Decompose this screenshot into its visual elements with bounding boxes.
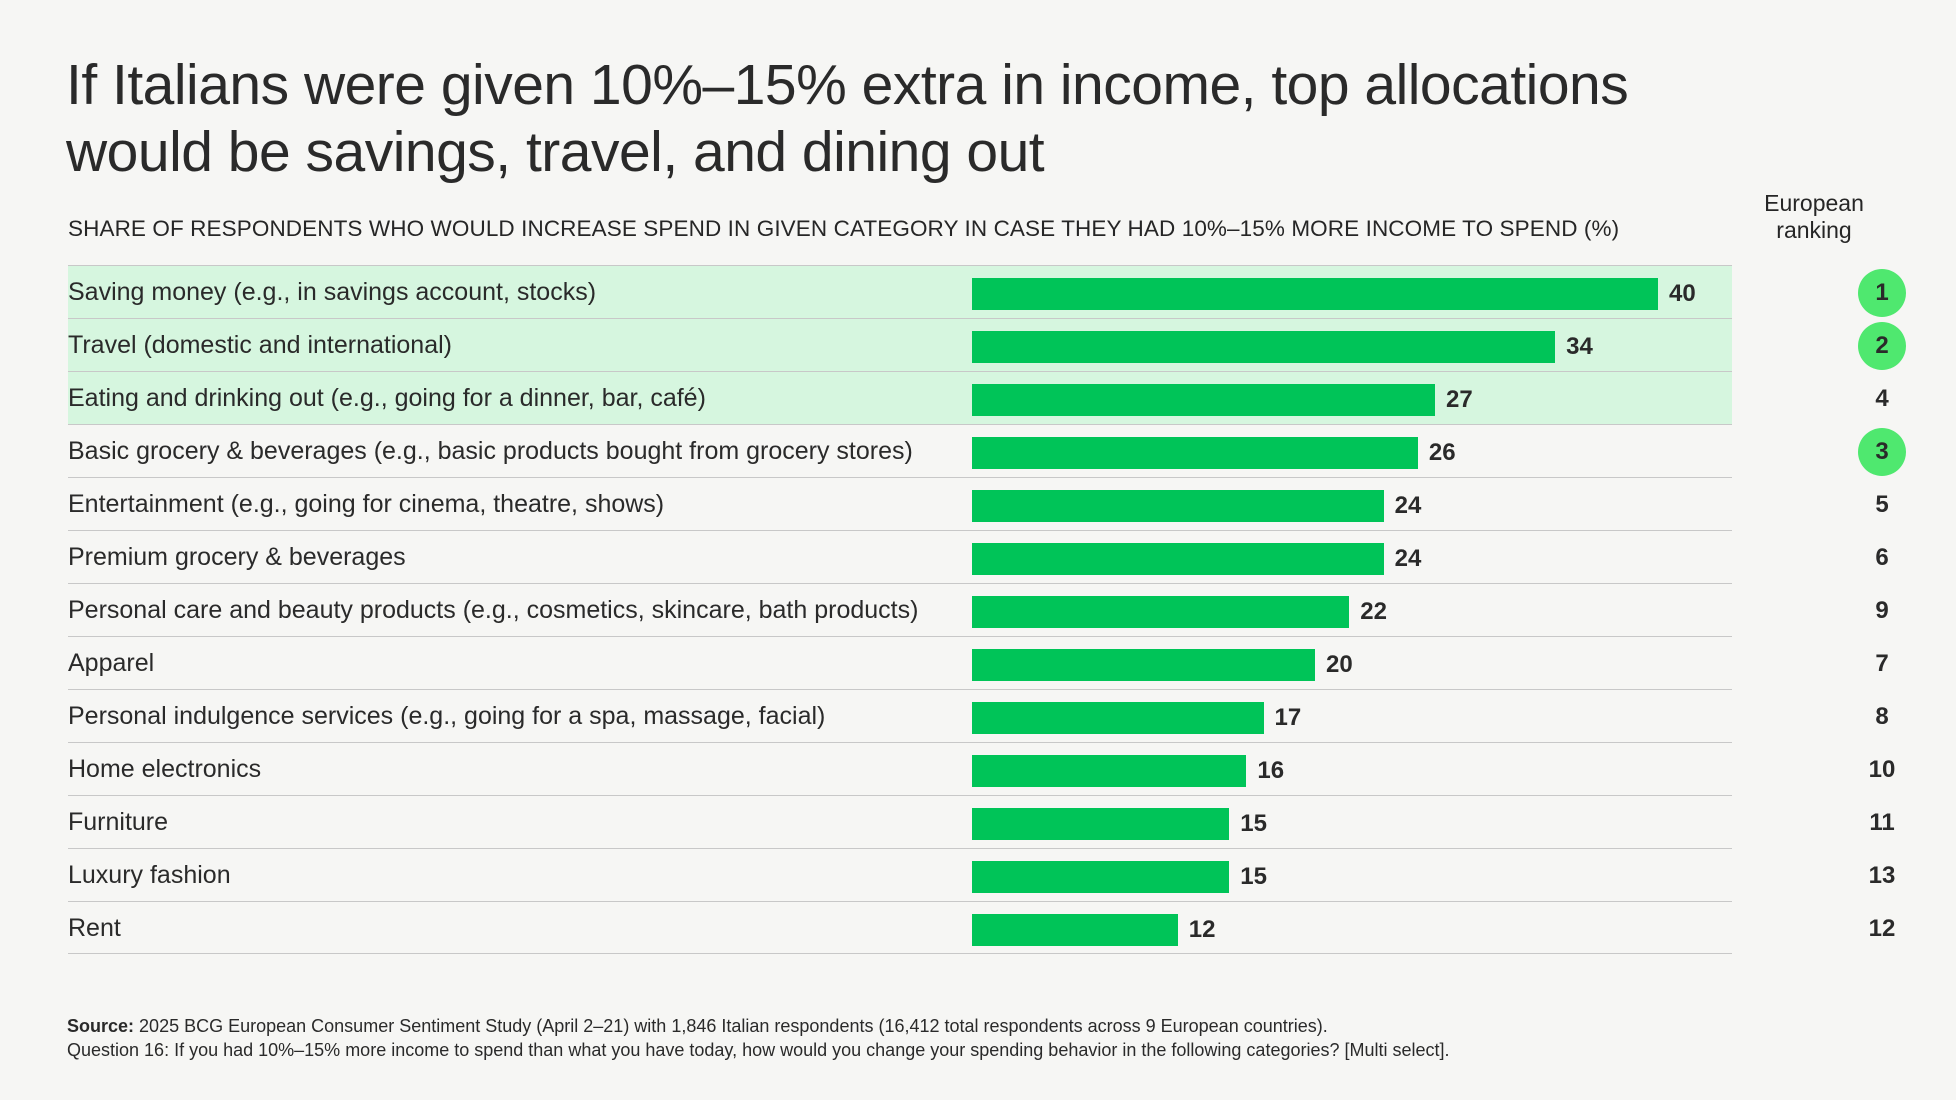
chart-subtitle: SHARE OF RESPONDENTS WHO WOULD INCREASE … xyxy=(68,216,1620,241)
bar-value-label: 40 xyxy=(1669,280,1696,307)
european-rank: 9 xyxy=(1814,584,1950,637)
category-label: Luxury fashion xyxy=(68,861,231,889)
category-label: Entertainment (e.g., going for cinema, t… xyxy=(68,490,665,518)
chart-row: Apparel 20 7 xyxy=(68,636,1889,689)
bar-value-label: 34 xyxy=(1566,333,1593,360)
question-note: Question 16: If you had 10%–15% more inc… xyxy=(67,1040,1450,1060)
european-ranking-header: European ranking xyxy=(1764,190,1864,243)
category-label: Personal care and beauty products (e.g.,… xyxy=(68,596,919,624)
bar-value-label: 12 xyxy=(1188,916,1216,943)
source-text: 2025 BCG European Consumer Sentiment Stu… xyxy=(139,1016,1328,1036)
european-rank-value: 12 xyxy=(1868,914,1896,942)
european-rank-value: 7 xyxy=(1875,649,1889,677)
european-rank: 4 xyxy=(1814,372,1950,425)
chart-row: Travel (domestic and international) 34 2 xyxy=(68,318,1906,371)
source-note: Source: 2025 BCG European Consumer Senti… xyxy=(67,1014,1450,1038)
bar xyxy=(972,596,1350,628)
european-rank-value: 10 xyxy=(1868,755,1896,783)
bar xyxy=(972,331,1556,363)
bar-value-label: 16 xyxy=(1257,757,1285,784)
category-label: Travel (domestic and international) xyxy=(68,331,452,359)
european-rank: 6 xyxy=(1814,531,1950,584)
chart-row: Furniture 15 11 xyxy=(68,795,1895,848)
bar-value-label: 15 xyxy=(1240,810,1267,837)
bar-chart: Saving money (e.g., in savings account, … xyxy=(68,265,1906,954)
bar xyxy=(972,543,1384,575)
category-label: Apparel xyxy=(68,649,155,677)
bar xyxy=(972,649,1315,681)
european-rank: 3 xyxy=(1814,425,1950,478)
european-rank: 8 xyxy=(1814,690,1950,743)
european-rank-value: 11 xyxy=(1869,808,1895,836)
european-rank: 11 xyxy=(1814,796,1950,849)
category-label: Rent xyxy=(68,914,121,942)
bar xyxy=(972,861,1230,893)
category-label: Personal indulgence services (e.g., goin… xyxy=(68,702,826,730)
chart-row: Personal care and beauty products (e.g.,… xyxy=(68,583,1889,636)
chart-row: Basic grocery & beverages (e.g., basic p… xyxy=(68,424,1906,477)
bar xyxy=(972,914,1178,946)
category-label: Furniture xyxy=(68,808,169,836)
bar-value-label: 22 xyxy=(1360,598,1387,625)
european-rank-value: 3 xyxy=(1858,427,1906,476)
european-rank: 12 xyxy=(1814,902,1950,955)
chart-row: Rent 12 12 xyxy=(68,901,1895,954)
bar-value-label: 24 xyxy=(1394,492,1422,519)
bar-value-label: 20 xyxy=(1326,651,1353,678)
european-rank-value: 13 xyxy=(1868,861,1896,889)
bar-value-label: 26 xyxy=(1428,439,1456,466)
european-rank-value: 9 xyxy=(1875,596,1889,624)
chart-row: Personal indulgence services (e.g., goin… xyxy=(68,689,1889,742)
european-rank-value: 5 xyxy=(1875,490,1889,518)
european-rank: 2 xyxy=(1814,319,1950,372)
chart-title: If Italians were given 10%–15% extra in … xyxy=(66,53,1629,184)
chart-row: Home electronics 16 10 xyxy=(68,742,1895,795)
bar-value-label: 15 xyxy=(1240,863,1267,890)
chart-row: Luxury fashion 15 13 xyxy=(68,848,1895,901)
european-rank: 5 xyxy=(1814,478,1950,531)
category-label: Saving money (e.g., in savings account, … xyxy=(68,278,597,306)
bar-value-label: 24 xyxy=(1394,545,1422,572)
european-rank-value: 4 xyxy=(1875,384,1889,412)
chart-row: Eating and drinking out (e.g., going for… xyxy=(68,371,1889,424)
european-rank-value: 8 xyxy=(1875,702,1889,730)
bar xyxy=(972,278,1658,310)
category-label: Premium grocery & beverages xyxy=(68,543,406,571)
bar xyxy=(972,808,1230,840)
bar xyxy=(972,437,1418,469)
european-rank-value: 6 xyxy=(1875,543,1889,571)
footer: Source: 2025 BCG European Consumer Senti… xyxy=(67,1014,1450,1062)
bar xyxy=(972,490,1384,522)
bar xyxy=(972,384,1436,416)
bar-value-label: 17 xyxy=(1274,704,1302,731)
category-label: Home electronics xyxy=(68,755,262,783)
european-rank: 10 xyxy=(1814,743,1950,796)
chart-row: Entertainment (e.g., going for cinema, t… xyxy=(68,477,1889,530)
european-rank-value: 1 xyxy=(1858,268,1906,317)
bar-value-label: 27 xyxy=(1446,386,1473,413)
european-rank: 13 xyxy=(1814,849,1950,902)
european-rank: 1 xyxy=(1814,266,1950,319)
source-label: Source: xyxy=(67,1016,135,1036)
chart-row: Saving money (e.g., in savings account, … xyxy=(68,265,1906,318)
category-label: Basic grocery & beverages (e.g., basic p… xyxy=(68,437,913,465)
bar xyxy=(972,755,1247,787)
chart-row: Premium grocery & beverages 24 6 xyxy=(68,530,1889,583)
european-rank: 7 xyxy=(1814,637,1950,690)
european-rank-value: 2 xyxy=(1858,321,1906,370)
category-label: Eating and drinking out (e.g., going for… xyxy=(68,384,706,412)
bar xyxy=(972,702,1264,734)
